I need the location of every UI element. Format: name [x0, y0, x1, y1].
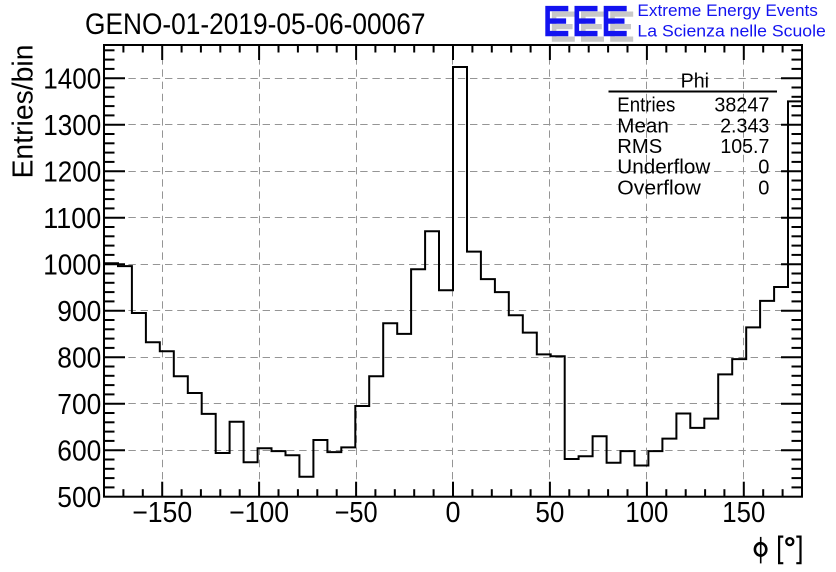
- svg-text:105.7: 105.7: [720, 136, 769, 158]
- svg-text:1400: 1400: [43, 64, 101, 96]
- svg-text:100: 100: [625, 497, 668, 529]
- svg-text:1100: 1100: [43, 203, 101, 235]
- svg-text:−100: −100: [229, 497, 289, 529]
- svg-text:Mean: Mean: [617, 115, 669, 137]
- svg-text:0: 0: [758, 177, 769, 199]
- svg-text:700: 700: [57, 389, 101, 421]
- svg-text:RMS: RMS: [617, 136, 662, 158]
- svg-text:500: 500: [57, 482, 101, 514]
- svg-text:0: 0: [758, 157, 769, 179]
- svg-text:1000: 1000: [43, 250, 101, 282]
- svg-text:900: 900: [57, 296, 101, 328]
- svg-text:150: 150: [722, 497, 765, 529]
- svg-text:Phi: Phi: [681, 71, 709, 93]
- svg-text:800: 800: [57, 343, 101, 375]
- svg-text:50: 50: [535, 497, 564, 529]
- svg-text:Entries/bin: Entries/bin: [8, 45, 40, 179]
- svg-text:Extreme Energy Events: Extreme Energy Events: [637, 1, 818, 20]
- svg-text:600: 600: [57, 436, 101, 468]
- svg-text:La Scienza nelle Scuole: La Scienza nelle Scuole: [637, 22, 826, 41]
- svg-text:Underflow: Underflow: [617, 157, 711, 179]
- svg-text:1300: 1300: [43, 110, 101, 142]
- svg-text:0: 0: [446, 497, 461, 529]
- svg-text:38247: 38247: [714, 95, 769, 117]
- svg-text:Overflow: Overflow: [617, 177, 701, 199]
- svg-text:−150: −150: [132, 497, 192, 529]
- svg-text:−50: −50: [335, 497, 378, 529]
- svg-text:2.343: 2.343: [720, 115, 769, 137]
- svg-text:GENO-01-2019-05-06-00067: GENO-01-2019-05-06-00067: [85, 8, 426, 41]
- svg-text:1200: 1200: [43, 157, 101, 189]
- svg-text:Entries: Entries: [617, 95, 675, 117]
